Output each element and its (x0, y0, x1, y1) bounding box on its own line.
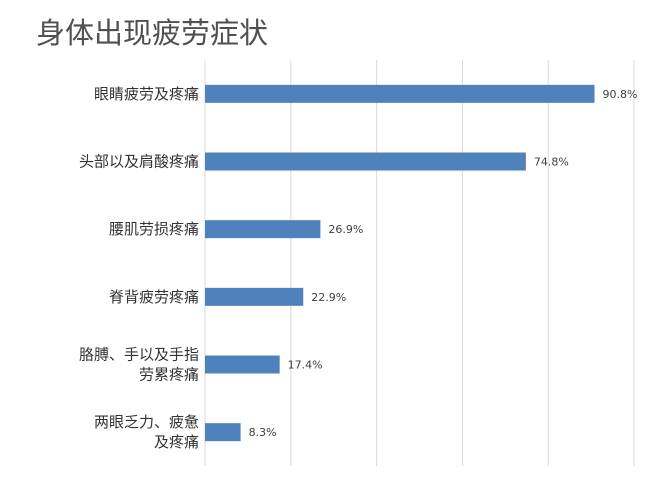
bar (205, 423, 241, 442)
data-label: 26.9% (328, 223, 363, 236)
category-label: 脊背疲劳疼痛 (109, 288, 199, 306)
category-label: 及疼痛 (154, 433, 199, 451)
data-label: 22.9% (311, 291, 346, 304)
chart-title: 身体出现疲劳症状 (36, 16, 269, 50)
category-label: 胳膊、手以及手指 (79, 346, 199, 364)
data-label: 17.4% (288, 359, 323, 372)
category-label: 两眼乏力、疲惫 (94, 413, 199, 431)
category-label: 眼睛疲劳及疼痛 (94, 85, 199, 103)
category-label: 头部以及肩酸疼痛 (79, 153, 199, 171)
bar (205, 355, 280, 374)
data-label: 8.3% (249, 426, 277, 439)
bar (205, 287, 304, 306)
bar (205, 220, 321, 239)
data-label: 90.8% (603, 88, 638, 101)
bar (205, 152, 526, 171)
category-label: 劳累疼痛 (139, 366, 199, 384)
category-label: 腰肌劳损疼痛 (109, 220, 199, 238)
data-label: 74.8% (534, 156, 569, 169)
bar (205, 84, 595, 103)
